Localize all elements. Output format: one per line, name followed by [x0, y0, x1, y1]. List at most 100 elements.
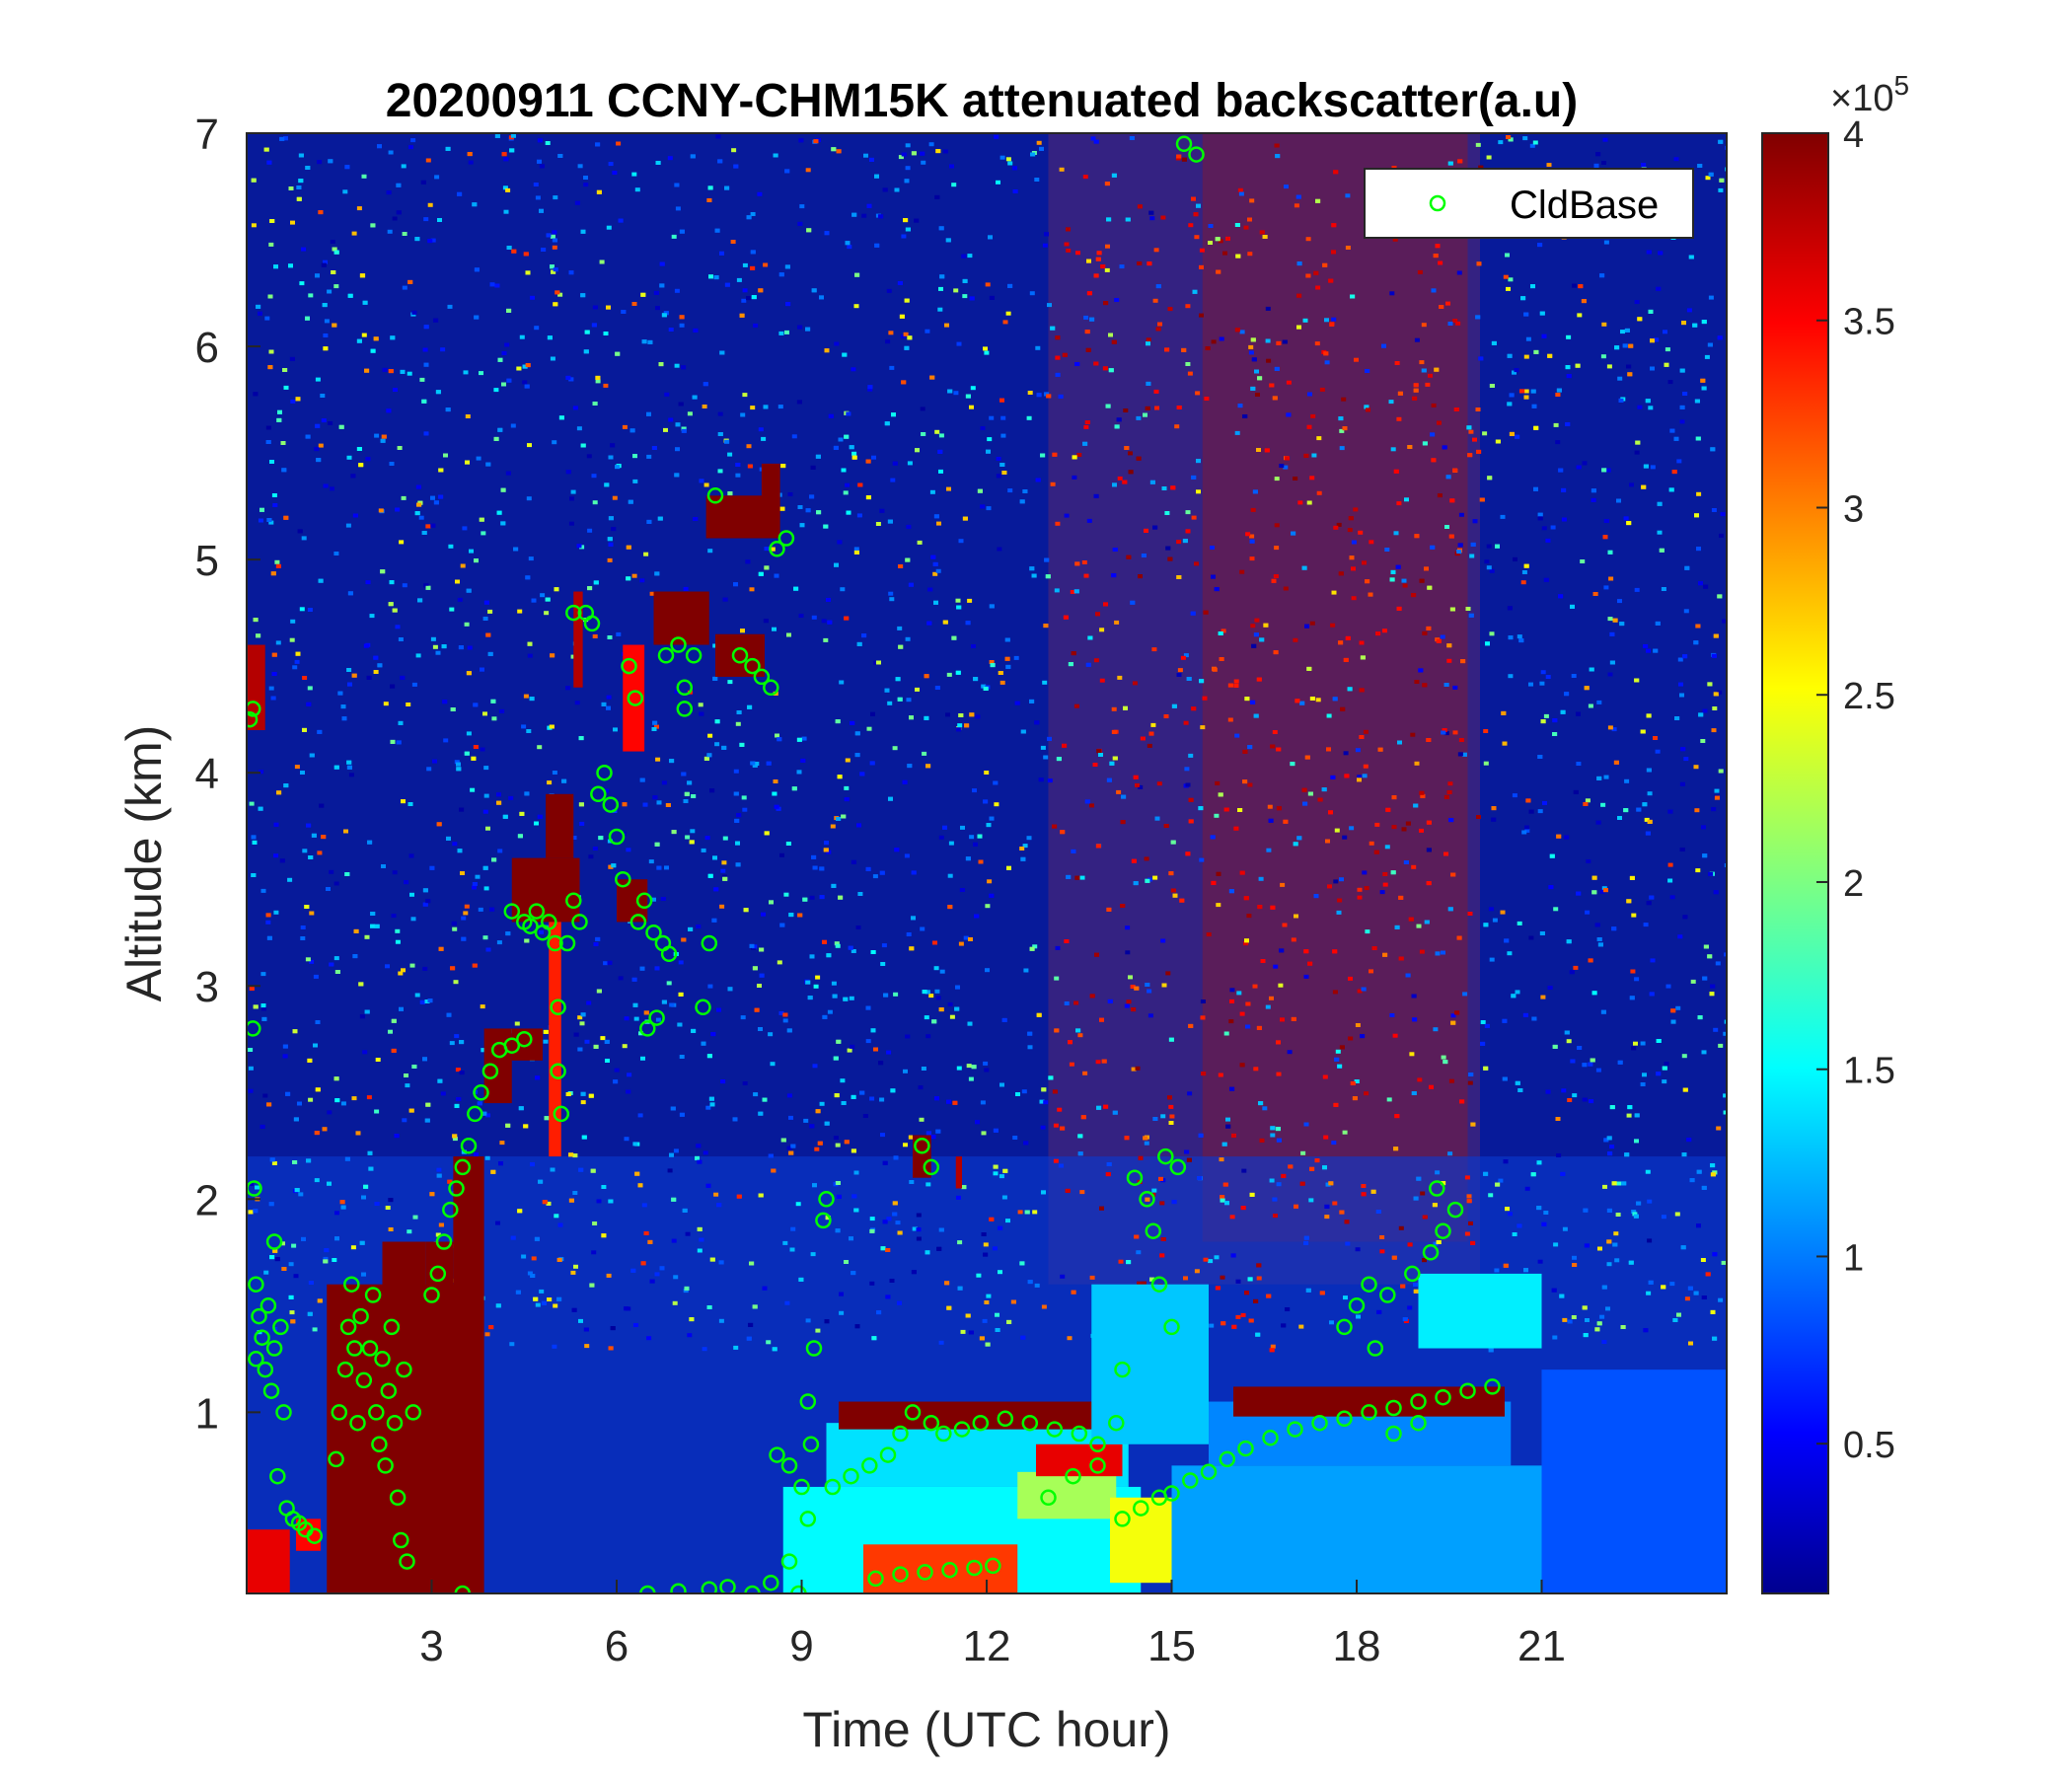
noise-speckle — [1447, 161, 1453, 166]
noise-speckle — [701, 848, 706, 852]
noise-speckle — [1658, 251, 1664, 256]
noise-speckle — [1381, 629, 1387, 633]
noise-speckle — [356, 338, 362, 343]
noise-speckle — [1422, 1258, 1427, 1263]
noise-speckle — [1160, 938, 1166, 943]
noise-speckle — [270, 696, 276, 701]
noise-speckle — [581, 1135, 587, 1140]
noise-speckle — [495, 1221, 500, 1225]
noise-speckle — [1421, 323, 1427, 328]
noise-speckle — [1060, 830, 1066, 835]
noise-speckle — [703, 482, 709, 487]
noise-speckle — [936, 521, 941, 526]
noise-speckle — [1503, 274, 1509, 279]
noise-speckle — [1442, 728, 1447, 732]
noise-speckle — [1124, 446, 1130, 450]
noise-speckle — [793, 586, 799, 591]
noise-speckle — [1103, 1104, 1109, 1109]
noise-speckle — [1328, 1181, 1334, 1186]
noise-speckle — [1357, 777, 1362, 782]
noise-speckle — [390, 335, 396, 340]
noise-speckle — [402, 285, 407, 290]
noise-speckle — [758, 1111, 764, 1116]
noise-speckle — [339, 1200, 345, 1205]
noise-speckle — [1713, 692, 1719, 697]
noise-speckle — [1106, 1162, 1112, 1166]
noise-speckle — [1308, 1198, 1314, 1203]
noise-speckle — [1667, 809, 1673, 814]
noise-speckle — [261, 1016, 267, 1021]
noise-speckle — [851, 367, 856, 372]
noise-speckle — [799, 204, 805, 209]
noise-speckle — [798, 614, 804, 618]
noise-speckle — [809, 494, 815, 499]
noise-speckle — [810, 465, 816, 470]
noise-speckle — [1190, 611, 1196, 616]
noise-speckle — [1630, 969, 1636, 974]
noise-speckle — [1309, 621, 1315, 626]
noise-speckle — [383, 702, 389, 706]
noise-speckle — [456, 762, 461, 767]
noise-speckle — [985, 282, 991, 287]
noise-speckle — [1082, 175, 1088, 180]
noise-speckle — [989, 660, 995, 664]
noise-speckle — [1096, 1105, 1102, 1110]
noise-speckle — [1179, 898, 1185, 903]
noise-speckle — [1099, 678, 1105, 683]
noise-speckle — [626, 545, 631, 550]
noise-speckle — [921, 432, 926, 436]
noise-speckle — [984, 1068, 990, 1073]
noise-speckle — [1291, 1016, 1296, 1021]
noise-speckle — [1533, 349, 1539, 354]
noise-speckle — [654, 571, 660, 576]
noise-speckle — [906, 698, 912, 703]
noise-speckle — [1215, 237, 1221, 242]
noise-speckle — [467, 152, 473, 157]
noise-speckle — [1447, 781, 1453, 786]
noise-speckle — [1276, 1040, 1281, 1045]
noise-speckle — [1074, 875, 1080, 880]
noise-speckle — [854, 753, 860, 758]
noise-speckle — [314, 447, 320, 452]
noise-speckle — [1170, 485, 1176, 490]
noise-speckle — [965, 621, 971, 626]
noise-speckle — [719, 904, 725, 909]
noise-speckle — [1285, 1307, 1291, 1311]
noise-speckle — [452, 926, 458, 931]
noise-speckle — [1494, 1268, 1500, 1273]
noise-speckle — [844, 616, 850, 621]
noise-speckle — [1272, 396, 1278, 401]
noise-speckle — [1506, 286, 1511, 291]
noise-speckle — [317, 160, 323, 165]
noise-speckle — [449, 607, 455, 612]
noise-speckle — [999, 398, 1004, 403]
noise-speckle — [302, 676, 308, 680]
noise-speckle — [915, 448, 920, 453]
noise-speckle — [1248, 344, 1254, 349]
noise-speckle — [1634, 1113, 1640, 1118]
noise-speckle — [1405, 973, 1411, 978]
noise-speckle — [618, 976, 624, 981]
noise-speckle — [1177, 668, 1183, 673]
noise-speckle — [292, 1160, 298, 1164]
noise-speckle — [1296, 836, 1302, 841]
noise-speckle — [746, 1336, 752, 1341]
noise-speckle — [1362, 870, 1368, 875]
noise-speckle — [1682, 654, 1688, 659]
noise-speckle — [1027, 391, 1033, 395]
noise-speckle — [1700, 1258, 1706, 1262]
noise-speckle — [1355, 1023, 1361, 1027]
noise-speckle — [989, 415, 995, 420]
noise-speckle — [651, 446, 657, 450]
noise-speckle — [1062, 743, 1068, 748]
noise-speckle — [1336, 522, 1342, 527]
noise-speckle — [1344, 1220, 1350, 1224]
noise-speckle — [840, 1078, 846, 1083]
noise-speckle — [1486, 155, 1492, 160]
noise-speckle — [653, 290, 659, 295]
noise-speckle — [593, 1044, 599, 1049]
noise-speckle — [1219, 1157, 1224, 1162]
noise-speckle — [1588, 958, 1593, 963]
noise-speckle — [1647, 819, 1653, 824]
noise-speckle — [892, 746, 898, 751]
